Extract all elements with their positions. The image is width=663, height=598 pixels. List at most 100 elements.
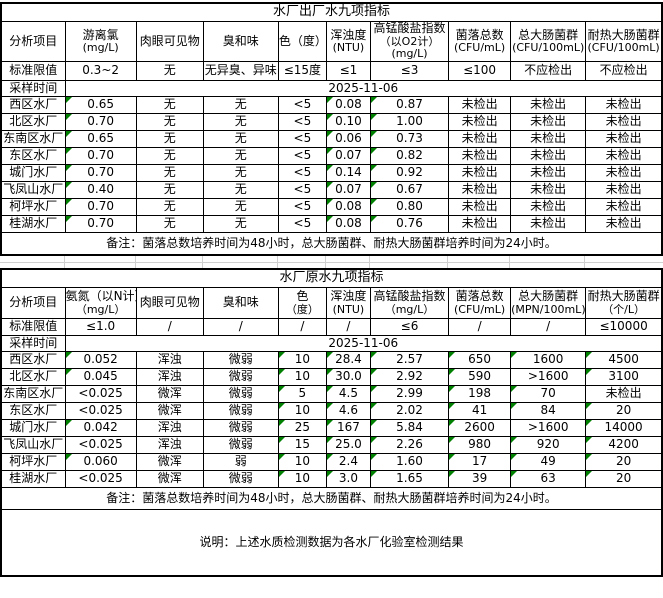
limit-value: 不应检出: [510, 61, 587, 81]
value-cell: <5: [277, 147, 327, 165]
value-cell: 微弱: [202, 385, 279, 403]
number-as-text-flag-icon: [371, 386, 377, 392]
value-cell: 未检出: [585, 96, 663, 114]
column-header-line: (CFU/100mL): [587, 41, 660, 55]
number-as-text-flag-icon: [371, 369, 377, 375]
outlet-water-table: 水厂出厂水九项指标 分析项目 游离氯 (mg/L) 肉眼可见物 臭和味 色（度） 浑浊度 (NT…: [0, 2, 663, 256]
column-header-line: 肉眼可见物: [139, 295, 200, 310]
value-cell: 微弱: [202, 419, 279, 437]
table-row: 东区水厂 <0.025 微浑 微弱 10 4.6 2.02 41 84 20: [0, 402, 663, 420]
plant-name: 西区水厂: [0, 96, 66, 114]
column-header-line: 总大肠菌群: [518, 289, 579, 304]
value-cell: 无: [135, 130, 204, 148]
column-header-line: (NTU): [332, 41, 365, 55]
plant-name: 桂湖水厂: [0, 470, 66, 488]
value-cell: 无: [135, 198, 204, 216]
value-cell: 未检出: [585, 147, 663, 165]
value-cell: 未检出: [448, 147, 512, 165]
value-cell: 未检出: [510, 164, 587, 182]
column-header-line: 臭和味: [222, 33, 259, 48]
value-cell: 0.14: [325, 164, 371, 182]
column-header-line: （mg/L）: [384, 302, 435, 316]
value-cell: 0.92: [369, 164, 450, 182]
column-header: 臭和味: [202, 287, 279, 319]
value-cell: 0.65: [64, 130, 137, 148]
value-cell: 3.0: [325, 470, 371, 488]
column-header: 肉眼可见物: [135, 287, 204, 319]
value-cell: 未检出: [510, 96, 587, 114]
number-as-text-flag-icon: [371, 471, 377, 477]
table-row: 东南区水厂 <0.025 微浑 微弱 5 4.5 2.99 198 70 未检出: [0, 385, 663, 403]
value-cell: 15: [277, 436, 327, 454]
table-row: 东区水厂 0.70 无无 <5 0.07 0.82 未检出 未检出 未检出: [0, 147, 663, 165]
value-cell: 41: [448, 402, 512, 420]
value-cell: 14000: [585, 419, 663, 437]
limit-value: ≤100: [448, 61, 512, 81]
limit-value: 无异臭、异味: [202, 61, 279, 81]
value-cell: 1.65: [369, 470, 450, 488]
value-cell: <0.025: [64, 436, 137, 454]
value-cell: 0.70: [64, 198, 137, 216]
column-header: 游离氯 (mg/L): [64, 21, 137, 62]
value-cell: 未检出: [448, 215, 512, 233]
number-as-text-flag-icon: [449, 437, 456, 443]
number-as-text-flag-icon: [327, 97, 333, 103]
value-cell: 84: [510, 402, 587, 420]
table-row: 西区水厂 0.052 浑浊 微弱 10 28.4 2.57 650 1600 4500: [0, 351, 663, 369]
number-as-text-flag-icon: [327, 369, 333, 375]
value-cell: 39: [448, 470, 512, 488]
value-cell: 167: [325, 419, 371, 437]
number-as-text-flag-icon: [66, 216, 72, 222]
number-as-text-flag-icon: [327, 114, 333, 120]
value-cell: <0.025: [64, 402, 137, 420]
value-cell: 无: [135, 164, 204, 182]
value-cell: 4.5: [325, 385, 371, 403]
plant-name: 东区水厂: [0, 402, 66, 420]
limit-value: ≤15度: [277, 61, 327, 81]
value-cell: 2.4: [325, 453, 371, 471]
number-as-text-flag-icon: [327, 437, 333, 443]
column-header: 臭和味: [202, 21, 279, 62]
number-as-text-flag-icon: [327, 131, 333, 137]
value-cell: 未检出: [510, 130, 587, 148]
number-as-text-flag-icon: [449, 454, 456, 460]
value-cell: 198: [448, 385, 512, 403]
column-header: 浑浊度 (NTU): [325, 287, 371, 319]
column-header: 菌落总数 (CFU/mL): [448, 287, 512, 319]
value-cell: 4.6: [325, 402, 371, 420]
value-cell: 0.73: [369, 130, 450, 148]
column-header-line: (CFU/mL): [453, 41, 506, 55]
value-cell: 30.0: [325, 368, 371, 386]
plant-name: 柯坪水厂: [0, 198, 66, 216]
limit-value: /: [277, 318, 327, 336]
number-as-text-flag-icon: [279, 420, 285, 426]
number-as-text-flag-icon: [586, 471, 593, 477]
value-cell: 10: [277, 351, 327, 369]
value-cell: 63: [510, 470, 587, 488]
column-header: 菌落总数 (CFU/mL): [448, 21, 512, 62]
value-cell: 无: [202, 96, 279, 114]
value-cell: 2.26: [369, 436, 450, 454]
number-as-text-flag-icon: [66, 148, 72, 154]
value-cell: 0.67: [369, 181, 450, 199]
number-as-text-flag-icon: [371, 97, 377, 103]
value-cell: 未检出: [510, 198, 587, 216]
limit-value: /: [510, 318, 587, 336]
column-header: 浑浊度 (NTU): [325, 21, 371, 62]
number-as-text-flag-icon: [511, 403, 518, 409]
value-cell: 0.07: [325, 181, 371, 199]
number-as-text-flag-icon: [327, 403, 333, 409]
corner-label: 分析项目: [0, 287, 66, 319]
value-cell: 25: [277, 419, 327, 437]
value-cell: <5: [277, 215, 327, 233]
number-as-text-flag-icon: [327, 199, 333, 205]
value-cell: 浑浊: [135, 351, 204, 369]
limit-value: ≤10000: [585, 318, 663, 336]
value-cell: 未检出: [585, 198, 663, 216]
number-as-text-flag-icon: [371, 148, 377, 154]
value-cell: 4500: [585, 351, 663, 369]
plant-name: 西区水厂: [0, 351, 66, 369]
value-cell: 70: [510, 385, 587, 403]
value-cell: 0.70: [64, 215, 137, 233]
